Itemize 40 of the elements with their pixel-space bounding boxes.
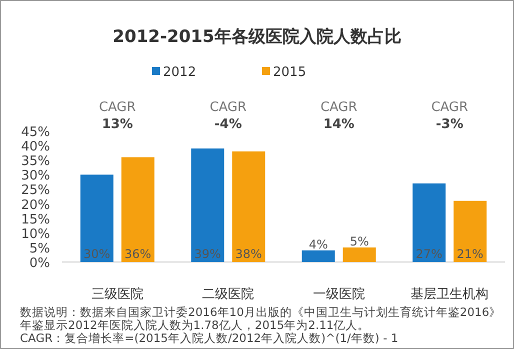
data-label: 39% xyxy=(194,247,221,261)
legend-label: 2012 xyxy=(163,65,196,80)
y-tick-label: 0% xyxy=(29,256,50,271)
x-tick-label: 二级医院 xyxy=(202,287,254,302)
text: CAGR -4% xyxy=(210,100,247,132)
y-tick-label: 10% xyxy=(21,226,50,242)
bar xyxy=(232,151,266,262)
text: CAGR 13% xyxy=(98,100,136,132)
data-label: 5% xyxy=(350,234,369,248)
text: 数据说明：数据来自国家卫计委2016年10月出版的《中国卫生与计划生育统计年鉴2016》 xyxy=(20,305,502,319)
x-tick-label: 三级医院 xyxy=(91,287,144,302)
data-label: 30% xyxy=(84,247,110,261)
y-tick-label: 45% xyxy=(21,125,50,140)
text: CAGR：复合增长率=(2015年入院人数/2012年入院人数)^(1/年数) - 1 xyxy=(20,331,398,345)
bar xyxy=(80,174,114,262)
text: CAGR 14% xyxy=(320,100,358,132)
bar xyxy=(342,247,376,262)
y-tick-label: 25% xyxy=(21,183,50,198)
bar xyxy=(121,157,154,262)
y-tick-label: 40% xyxy=(21,140,50,155)
text: 年鉴显示2012年医院入院人数为1.78亿人，2015年为2.11亿人。 xyxy=(20,318,370,332)
y-tick-label: 30% xyxy=(21,168,50,184)
data-label: 4% xyxy=(308,237,328,252)
data-label: 38% xyxy=(235,247,262,261)
bar xyxy=(302,250,335,262)
data-label: 21% xyxy=(456,247,484,261)
chart-title: 2012-2015年各级医院入院人数占比 xyxy=(112,27,402,47)
y-tick-label: 5% xyxy=(29,241,50,256)
data-label: 27% xyxy=(416,247,442,261)
y-tick-label: 20% xyxy=(21,198,50,213)
x-tick-label: 基层卫生机构 xyxy=(410,287,489,302)
data-label: 36% xyxy=(124,247,152,261)
bar xyxy=(412,183,446,262)
legend-label: 2015 xyxy=(273,65,306,80)
y-tick-label: 35% xyxy=(21,154,50,170)
bar xyxy=(191,148,224,262)
y-tick-label: 15% xyxy=(21,212,50,228)
text: CAGR -3% xyxy=(431,100,468,132)
x-tick-label: 一级医院 xyxy=(312,287,365,302)
bar xyxy=(454,200,487,262)
